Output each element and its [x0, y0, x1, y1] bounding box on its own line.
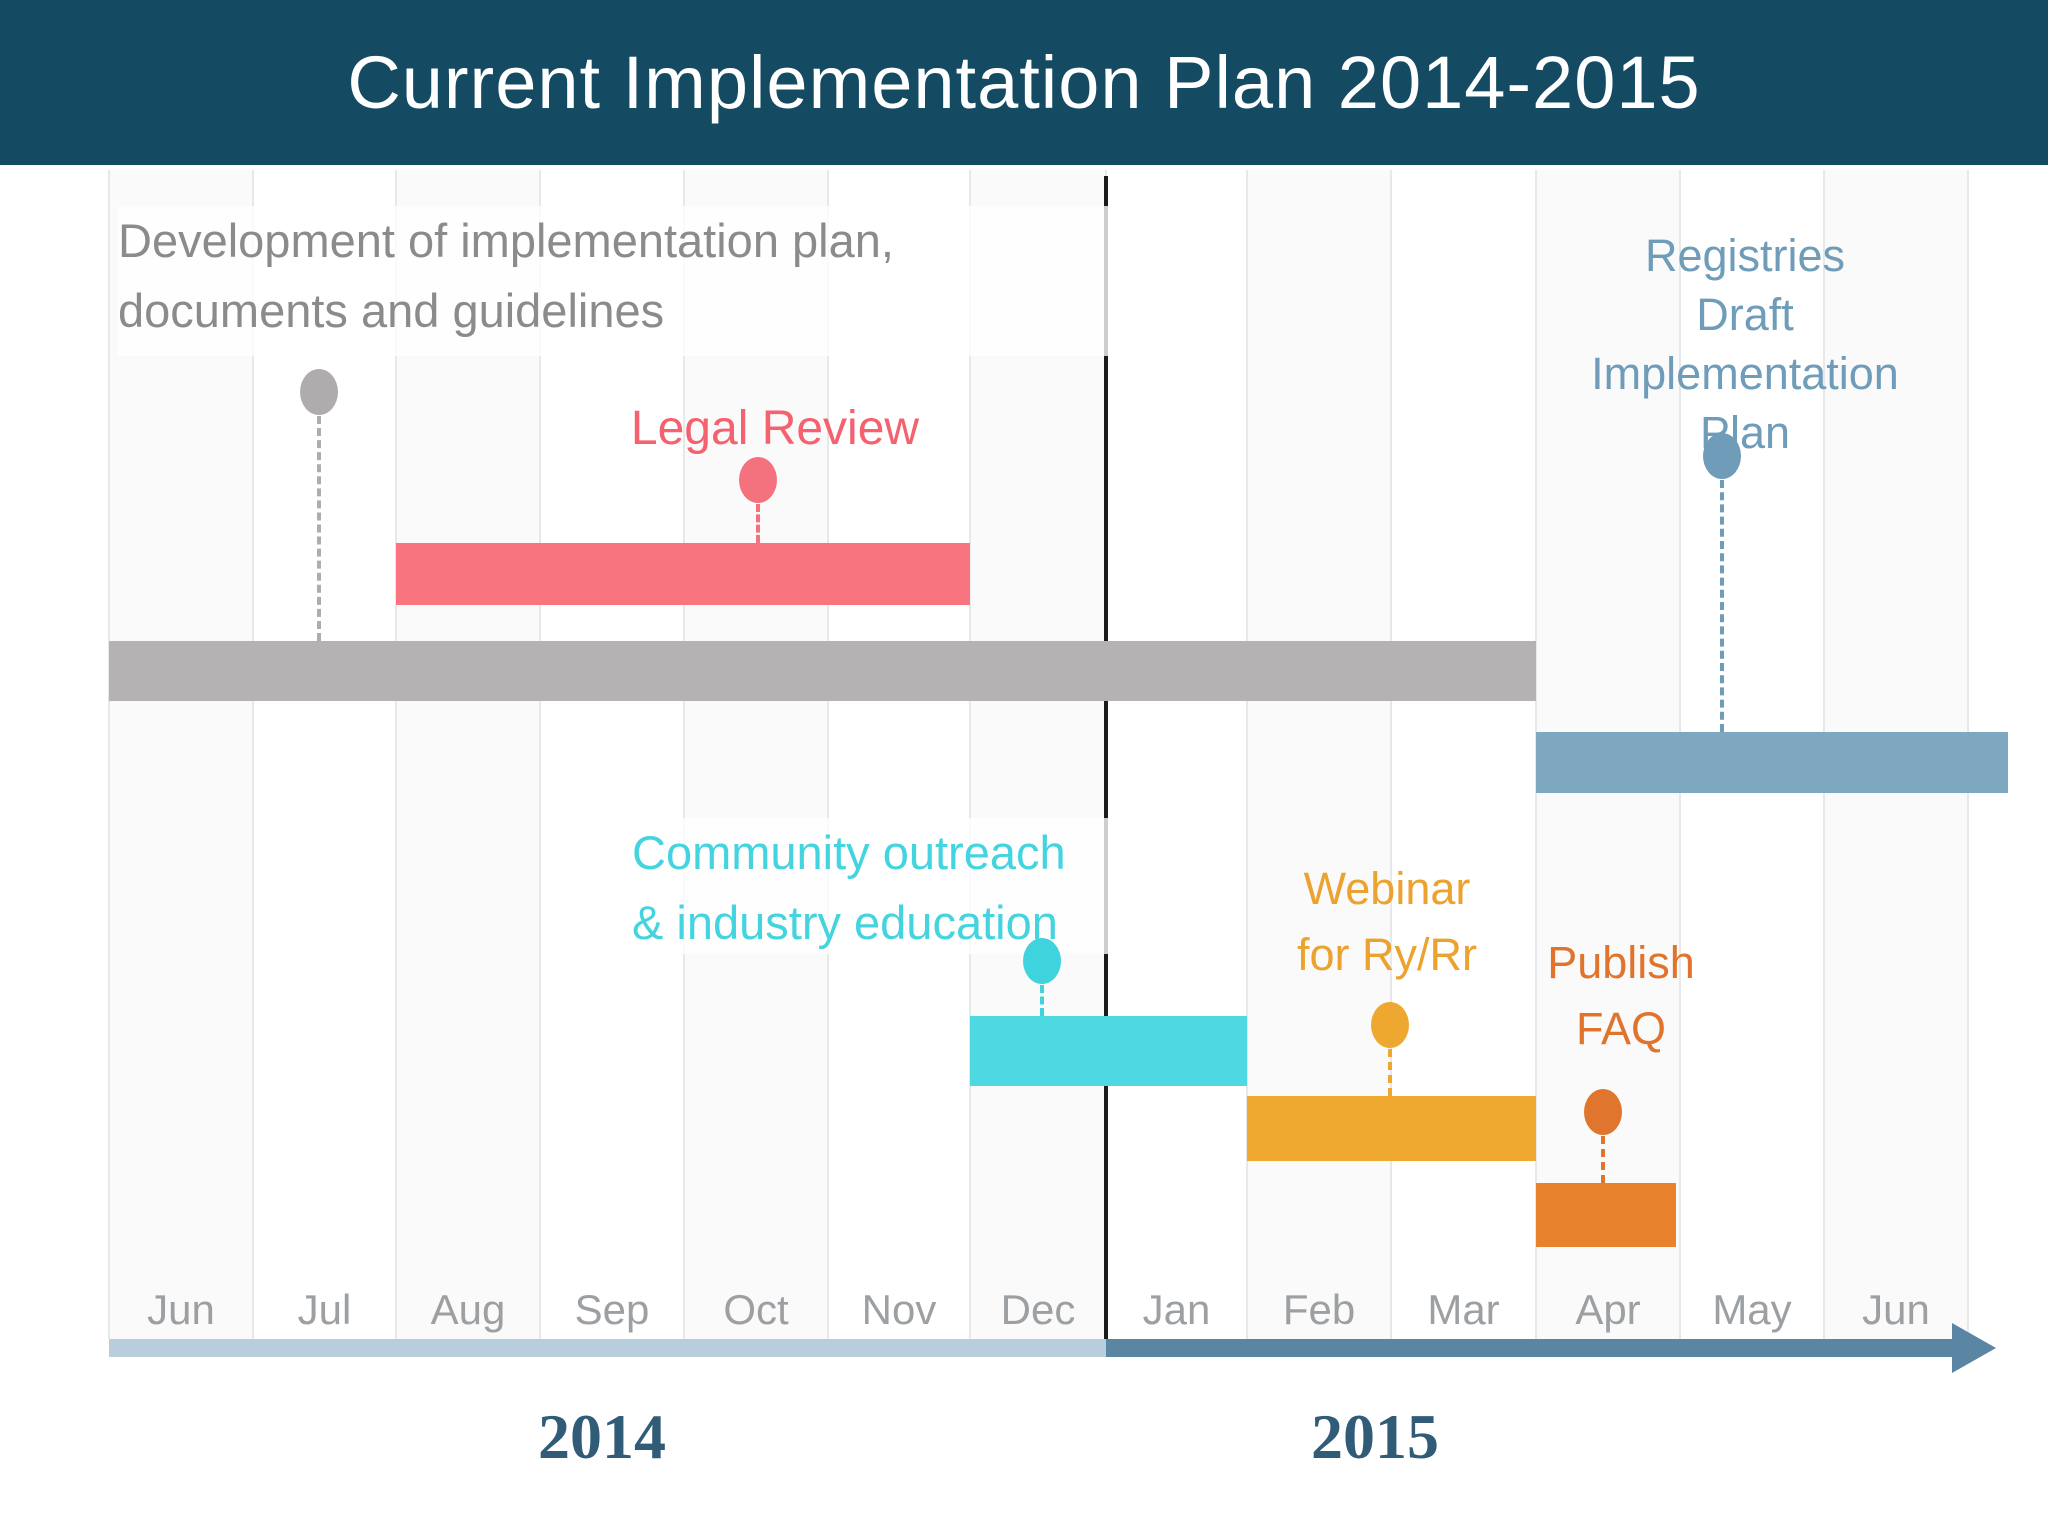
- milestone-dot-webinar-for-ry-rr: [1371, 1002, 1409, 1048]
- timeline-arrow-icon: [1952, 1323, 1996, 1373]
- timeline-axis-2015: [1106, 1339, 1952, 1357]
- year-label-2015: 2015: [1311, 1401, 1439, 1472]
- milestone-connector-registries-draft-implementation-plan: [1720, 480, 1724, 732]
- gridline: [1390, 170, 1392, 1339]
- task-label-webinar-for-ry-rr: Webinar for Ry/Rr: [1297, 863, 1477, 980]
- month-label: Oct: [723, 1286, 789, 1333]
- gridline: [108, 170, 110, 1339]
- title-bar: Current Implementation Plan 2014-2015: [0, 0, 2048, 165]
- gridline: [252, 170, 254, 1339]
- task-label-registries-draft-implementation-plan: Registries Draft Implementation Plan: [1591, 230, 1899, 458]
- month-label: Jun: [1862, 1286, 1930, 1333]
- gridline: [827, 170, 829, 1339]
- month-label: Sep: [574, 1286, 650, 1333]
- month-column: [109, 170, 253, 1339]
- month-label: Nov: [861, 1286, 937, 1333]
- gridline: [1246, 170, 1248, 1339]
- gridline: [969, 170, 971, 1339]
- milestone-dot-development: [300, 369, 338, 415]
- month-label: May: [1712, 1286, 1792, 1333]
- month-label: Jul: [297, 1286, 352, 1333]
- task-bar-legal-review: [396, 543, 970, 605]
- month-column: [540, 170, 684, 1339]
- task-bar-development: [109, 641, 1536, 701]
- task-bar-publish-faq: [1536, 1183, 1676, 1247]
- milestone-dot-registries-draft-implementation-plan: [1703, 433, 1741, 479]
- task-label-publish-faq: Publish FAQ: [1547, 937, 1695, 1054]
- milestone-dot-publish-faq: [1584, 1089, 1622, 1135]
- month-label: Dec: [1000, 1286, 1076, 1333]
- milestone-connector-legal-review: [756, 504, 760, 543]
- month-column: [970, 170, 1106, 1339]
- gridline: [683, 170, 685, 1339]
- milestone-connector-development: [317, 416, 321, 641]
- month-column: [253, 170, 396, 1339]
- page-title: Current Implementation Plan 2014-2015: [347, 41, 1701, 124]
- month-label: Apr: [1575, 1286, 1641, 1333]
- month-label: Feb: [1282, 1286, 1356, 1333]
- milestone-dot-community-outreach: [1023, 938, 1061, 984]
- year-label-2014: 2014: [538, 1401, 666, 1472]
- month-label: Mar: [1427, 1286, 1500, 1333]
- month-column: [1391, 170, 1536, 1339]
- month-label: Jun: [147, 1286, 215, 1333]
- gridline: [395, 170, 397, 1339]
- month-column: [828, 170, 970, 1339]
- milestone-connector-webinar-for-ry-rr: [1388, 1049, 1392, 1096]
- month-column: [684, 170, 828, 1339]
- task-label-development: Development of implementation plan, docu…: [118, 206, 1164, 356]
- month-label: Aug: [430, 1286, 506, 1333]
- year-divider-line: [1104, 176, 1108, 1339]
- month-label: Jan: [1142, 1286, 1211, 1333]
- milestone-connector-community-outreach: [1040, 985, 1044, 1016]
- timeline-axis-2014: [109, 1339, 1106, 1357]
- task-bar-webinar-for-ry-rr: [1247, 1096, 1536, 1161]
- task-bar-community-outreach: [970, 1016, 1247, 1086]
- task-bar-registries-draft-implementation-plan: [1536, 732, 2008, 793]
- task-label-legal-review: Legal Review: [630, 402, 920, 455]
- milestone-dot-legal-review: [739, 457, 777, 503]
- milestone-connector-publish-faq: [1601, 1136, 1605, 1183]
- month-column: [396, 170, 540, 1339]
- month-column: [1106, 170, 1247, 1339]
- task-label-community-outreach: Community outreach & industry education: [632, 818, 1146, 954]
- month-column: [1247, 170, 1391, 1339]
- gridline: [539, 170, 541, 1339]
